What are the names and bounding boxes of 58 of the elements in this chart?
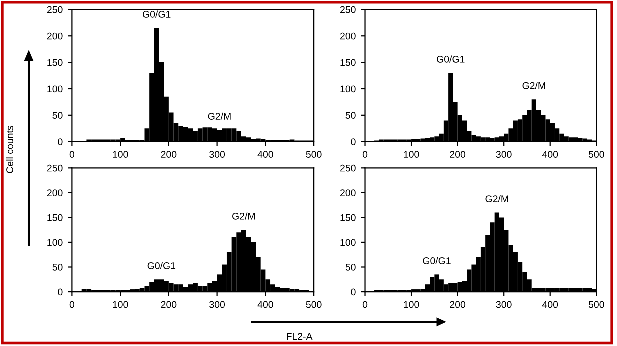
- annotation: G0/G1: [143, 10, 171, 18]
- annotation: G2/M: [486, 195, 508, 202]
- x-tick-label: 300: [496, 301, 512, 308]
- x-tick-label: 400: [542, 151, 558, 158]
- x-tick-label: 500: [306, 151, 322, 158]
- x-tick-label: 100: [113, 151, 128, 158]
- y-tick-label: 150: [340, 214, 356, 222]
- y-tick-label: 100: [48, 86, 63, 93]
- y-tick-label: 0: [58, 288, 63, 296]
- annotation: G2/M: [522, 82, 546, 90]
- y-tick-label: 100: [340, 86, 356, 93]
- annotation: G2/M: [232, 212, 255, 220]
- x-tick-label: 400: [542, 301, 558, 308]
- y-tick-label: 100: [340, 239, 356, 246]
- x-tick-label: 400: [258, 151, 274, 158]
- x-tick-label: 200: [450, 151, 466, 158]
- x-tick-label: 500: [588, 151, 604, 158]
- x-tick-label: 300: [210, 151, 226, 158]
- annotation: G0/G1: [423, 257, 451, 264]
- x-tick-label: 0: [362, 151, 368, 158]
- x-tick-label: 200: [161, 151, 177, 158]
- y-tick-label: 50: [52, 264, 63, 271]
- y-tick-label: 200: [47, 190, 63, 197]
- x-tick-label: 200: [161, 301, 177, 308]
- y-tick-label: 200: [340, 190, 356, 197]
- y-axis-title: Cell counts: [6, 126, 14, 174]
- x-tick-label: 500: [306, 301, 322, 308]
- x-tick-label: 0: [70, 151, 75, 158]
- x-tick-label: 400: [258, 301, 274, 308]
- x-tick-label: 200: [450, 301, 466, 308]
- y-tick-label: 50: [52, 112, 63, 120]
- y-tick-label: 250: [47, 6, 63, 14]
- y-tick-label: 150: [48, 214, 63, 222]
- x-tick-label: 0: [70, 301, 75, 308]
- x-tick-label: 100: [113, 301, 128, 308]
- y-tick-label: 0: [58, 138, 63, 146]
- x-axis-title: FL2-A: [287, 333, 313, 340]
- annotation: G0/G1: [437, 56, 465, 63]
- y-tick-label: 250: [47, 164, 63, 172]
- y-tick-label: 100: [48, 239, 63, 246]
- x-tick-label: 500: [588, 301, 604, 308]
- y-tick-label: 0: [351, 288, 356, 296]
- x-tick-label: 300: [496, 151, 512, 158]
- x-tick-label: 300: [210, 301, 226, 308]
- y-tick-label: 150: [340, 59, 356, 66]
- y-tick-label: 150: [48, 59, 63, 66]
- x-tick-label: 100: [404, 301, 420, 308]
- x-tick-label: 100: [404, 151, 420, 158]
- y-tick-label: 200: [47, 32, 63, 40]
- y-tick-label: 200: [340, 32, 356, 40]
- x-tick-label: 0: [362, 301, 368, 308]
- annotation: G0/G1: [148, 262, 176, 270]
- y-tick-label: 0: [351, 138, 356, 146]
- y-tick-label: 50: [346, 112, 356, 120]
- y-tick-label: 50: [346, 264, 356, 271]
- y-tick-label: 250: [340, 6, 356, 14]
- y-tick-label: 250: [340, 164, 356, 172]
- annotation: G2/M: [208, 112, 231, 120]
